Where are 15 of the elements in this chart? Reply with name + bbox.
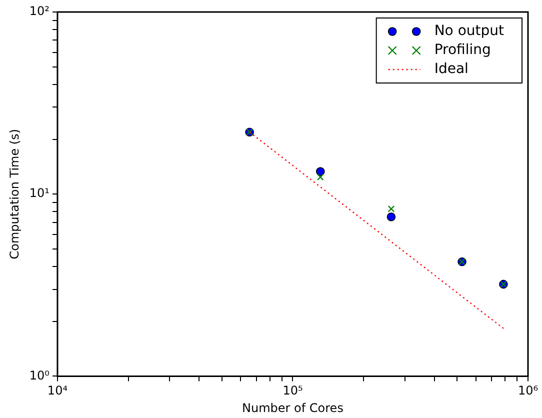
point — [388, 205, 395, 212]
point — [386, 212, 396, 222]
y-axis-title: Computation Time (s) — [7, 128, 22, 260]
y-tick-label: 10⁰ — [29, 368, 50, 382]
x-tick-label: 10⁴ — [47, 384, 68, 398]
legend-label: Ideal — [434, 61, 468, 78]
legend-label: No output — [434, 23, 505, 40]
x-axis-title: Number of Cores — [242, 400, 344, 415]
x-tick-label: 10⁶ — [518, 384, 538, 398]
y-tick-label: 10¹ — [29, 186, 50, 200]
point — [316, 174, 324, 181]
point — [316, 167, 325, 176]
x-tick-label: 10⁵ — [282, 384, 303, 398]
y-tick-label: 10² — [29, 4, 50, 18]
legend-label: Profiling — [434, 42, 491, 58]
